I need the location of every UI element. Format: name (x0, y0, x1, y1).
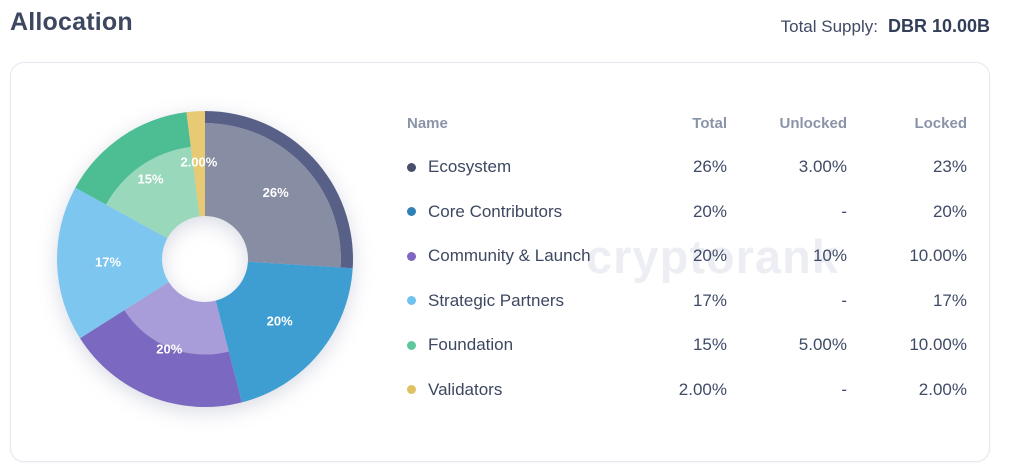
pie-segment-locked-part (105, 146, 200, 239)
pie-segment-unlocked-part (205, 111, 353, 269)
pie-segment-locked-part (205, 123, 341, 268)
column-header-name: Name (407, 114, 448, 132)
row-locked: 2.00% (918, 379, 967, 399)
table-header-row: Name Total Unlocked Locked (407, 101, 967, 145)
table-row: Core Contributors 20% - 20% (407, 190, 967, 235)
row-name: Strategic Partners (428, 290, 565, 310)
pie-segment-body (57, 187, 169, 339)
row-locked: 10.00% (909, 246, 967, 266)
pie-segment-unlocked-part (75, 112, 191, 205)
pie-segment-locked-part (124, 282, 229, 355)
pie-segment-foundation[interactable]: 15% (75, 112, 200, 239)
pie-segment-validators[interactable]: 2.00% (180, 111, 218, 217)
column-header-unlocked: Unlocked (779, 114, 847, 132)
legend-dot (407, 296, 416, 306)
allocation-table: Name Total Unlocked Locked Ecosystem 26% 3… (407, 101, 967, 412)
legend-dot (407, 340, 416, 350)
pie-segment-label: 20% (267, 313, 293, 328)
row-total: 20% (692, 201, 727, 221)
pie-segment-community-launch[interactable]: 20% (80, 282, 242, 407)
row-locked: 10.00% (909, 335, 967, 355)
legend-dot (407, 385, 416, 395)
column-header-locked: Locked (914, 114, 967, 132)
table-row: Ecosystem 26% 3.00% 23% (407, 145, 967, 190)
total-supply: Total Supply: DBR 10.00B (781, 16, 990, 37)
row-total: 17% (692, 290, 727, 310)
row-total: 20% (692, 246, 727, 266)
legend-dot (407, 207, 416, 217)
legend-dot (407, 162, 416, 172)
row-name: Validators (428, 379, 503, 399)
table-body: Ecosystem 26% 3.00% 23% Core Contributors 20%… (407, 145, 967, 412)
pie-segment-label: 2.00% (180, 155, 217, 170)
row-unlocked: 10% (812, 246, 847, 266)
column-header-total: Total (692, 114, 727, 132)
row-total: 2.00% (678, 379, 727, 399)
pie-segment-label: 26% (263, 185, 289, 200)
legend-dot (407, 251, 416, 261)
allocation-donut-chart: 26% 20% 20% 17% 15% 2.00% (57, 111, 353, 407)
table-row: Foundation 15% 5.00% 10.00% (407, 323, 967, 368)
pie-segment-unlocked-part (80, 310, 242, 407)
row-locked: 17% (932, 290, 967, 310)
pie-segment-body (186, 111, 205, 217)
row-locked: 20% (932, 201, 967, 221)
pie-segment-label: 17% (95, 255, 121, 270)
pie-segment-core-contributors[interactable]: 20% (215, 261, 353, 403)
table-row: Community & Launch 20% 10% 10.00% (407, 234, 967, 279)
pie-segment-label: 20% (156, 342, 182, 357)
allocation-card: cryptorank 26% 20% 20% 17% 15% 2.00% Name Tot… (10, 62, 990, 462)
total-supply-label: Total Supply: (780, 17, 878, 36)
pie-segment-body (215, 261, 353, 403)
total-supply-value: DBR 10.00B (887, 16, 990, 36)
row-name: Foundation (428, 335, 514, 355)
row-total: 26% (692, 157, 727, 177)
row-unlocked: 5.00% (798, 335, 847, 355)
table-row: Validators 2.00% - 2.00% (407, 368, 967, 413)
row-unlocked: - (841, 290, 847, 310)
row-name: Community & Launch (428, 246, 591, 266)
page-title: Allocation (10, 8, 133, 36)
table-row: Strategic Partners 17% - 17% (407, 279, 967, 324)
row-unlocked: - (841, 201, 847, 221)
row-total: 15% (692, 335, 727, 355)
pie-segment-label: 15% (137, 171, 163, 186)
pie-segment-strategic-partners[interactable]: 17% (57, 187, 169, 339)
row-unlocked: 3.00% (798, 157, 847, 177)
row-unlocked: - (841, 379, 847, 399)
row-locked: 23% (932, 157, 967, 177)
pie-segment-ecosystem[interactable]: 26% (205, 111, 353, 269)
row-name: Ecosystem (428, 157, 512, 177)
page-header: Allocation Total Supply: DBR 10.00B (10, 0, 990, 56)
row-name: Core Contributors (428, 201, 563, 221)
